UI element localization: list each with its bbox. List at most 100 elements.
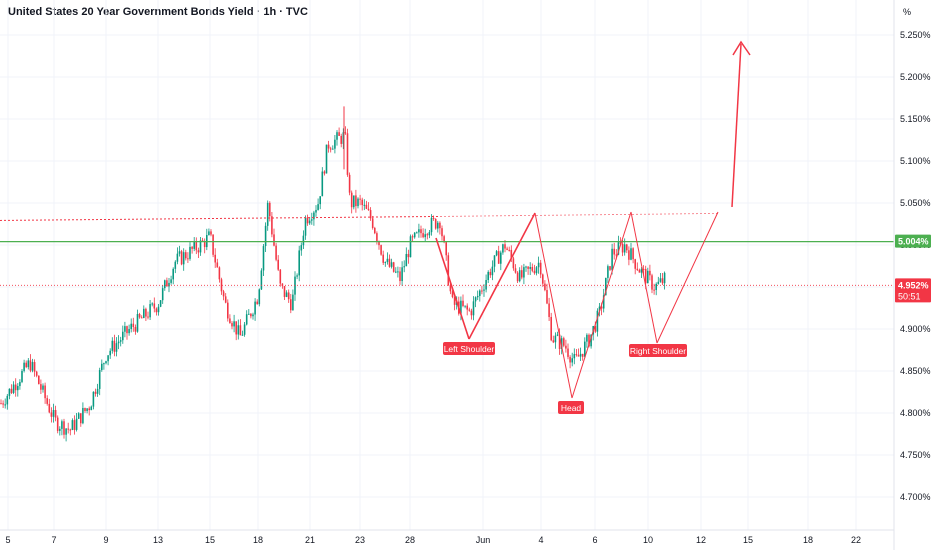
candle-body	[250, 313, 252, 317]
candle-body	[449, 285, 452, 292]
candle-body	[476, 295, 479, 298]
candle-body	[224, 296, 227, 303]
candle-body	[113, 340, 116, 352]
candle-body	[193, 241, 195, 249]
candle-body	[149, 304, 151, 318]
candle-body	[111, 340, 114, 351]
candle-body	[481, 290, 483, 292]
candle-body	[609, 266, 611, 270]
candle-body	[542, 274, 544, 284]
candle-body	[313, 212, 315, 220]
candle-body	[147, 316, 149, 318]
candle-body	[554, 335, 557, 343]
candle-body	[134, 326, 137, 332]
candle-body	[586, 334, 588, 342]
candle-body	[567, 348, 569, 357]
pattern-leg	[534, 212, 573, 399]
candle-body	[180, 251, 183, 265]
candle-body	[407, 253, 410, 258]
candle-body	[357, 198, 359, 207]
candle-body	[157, 306, 160, 313]
candle-body	[298, 250, 300, 276]
pattern-leg	[435, 237, 470, 340]
countdown-label: 50:51	[898, 291, 921, 301]
current-price-tag	[895, 278, 931, 303]
x-tick-label: 23	[355, 535, 365, 545]
candle-body	[495, 251, 498, 256]
candle-body	[115, 343, 118, 352]
candle-body	[617, 242, 620, 255]
candle-body	[413, 232, 416, 238]
candle-body	[441, 228, 443, 237]
candle-body	[493, 255, 496, 267]
candle-body	[214, 254, 216, 263]
candle-body	[292, 294, 294, 311]
candle-body	[348, 174, 351, 193]
candle-body	[600, 306, 603, 309]
candle-body	[86, 408, 88, 412]
candle-body	[560, 338, 563, 349]
candle-body	[317, 204, 319, 210]
candle-body	[0, 403, 2, 405]
candle-body	[243, 324, 246, 335]
candle-body	[323, 171, 326, 174]
candle-body	[327, 144, 330, 149]
candle-body	[416, 232, 418, 234]
candle-body	[67, 428, 69, 430]
candle-body	[420, 229, 422, 234]
candle-body	[239, 325, 242, 336]
candle-body	[199, 240, 202, 253]
candle-body	[2, 403, 4, 405]
candle-body	[269, 202, 271, 217]
grid-layer	[0, 0, 894, 530]
candle-body	[54, 410, 57, 418]
neckline-line	[0, 215, 441, 221]
candle-body	[640, 268, 643, 273]
candle-body	[212, 234, 214, 255]
candle-body	[332, 148, 334, 150]
candle-body	[544, 283, 546, 291]
candle-body	[262, 246, 265, 271]
candle-body	[479, 290, 481, 296]
candle-body	[19, 381, 21, 387]
candle-body	[191, 246, 193, 249]
candle-body	[535, 267, 538, 274]
y-tick-label: 4.900%	[900, 324, 931, 334]
candle-body	[346, 133, 349, 175]
candle-body	[512, 258, 515, 269]
candles-layer	[0, 106, 666, 442]
candle-body	[623, 244, 626, 253]
candle-body	[430, 217, 433, 233]
candle-body	[525, 266, 527, 268]
current-price-label: 4.952%	[898, 280, 929, 290]
candle-body	[222, 291, 225, 297]
candle-body	[409, 236, 412, 258]
candle-body	[460, 300, 462, 314]
candle-body	[237, 325, 240, 335]
annotation-label: Head	[561, 403, 582, 413]
candle-body	[474, 297, 477, 302]
x-tick-label: Jun	[476, 535, 491, 545]
candle-body	[117, 341, 120, 344]
candle-body	[287, 292, 290, 300]
candle-body	[138, 314, 141, 318]
axis-unit-label[interactable]: %	[903, 7, 912, 17]
candle-body	[98, 370, 101, 389]
candle-body	[65, 428, 67, 435]
candle-body	[659, 278, 662, 282]
candle-body	[321, 171, 324, 197]
candle-body	[388, 258, 391, 267]
candle-body	[252, 314, 254, 317]
candle-body	[166, 280, 168, 287]
x-tick-label: 4	[538, 535, 543, 545]
candle-body	[306, 217, 309, 224]
candle-body	[71, 420, 74, 430]
candle-body	[451, 291, 454, 297]
candle-body	[159, 300, 162, 307]
candle-body	[514, 268, 517, 273]
candle-body	[231, 323, 233, 327]
candle-body	[8, 388, 11, 396]
